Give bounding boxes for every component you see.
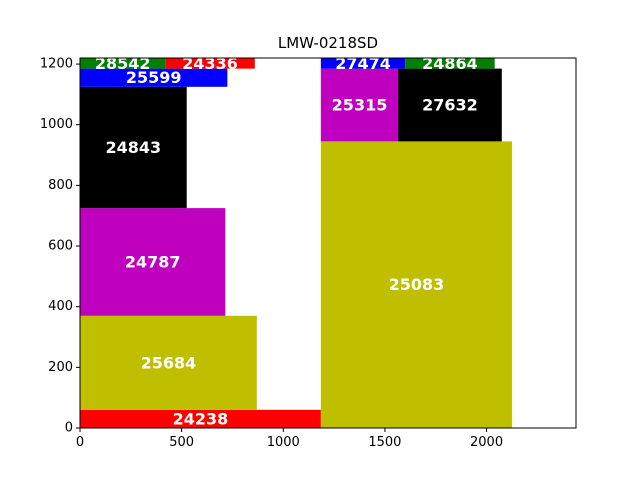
y-tick-label: 600 [48, 239, 73, 254]
piece-label-24238: 24238 [173, 409, 229, 428]
plot-frame [79, 57, 577, 429]
y-tick-label: 1000 [40, 117, 73, 132]
piece-rect-24238 [80, 409, 321, 428]
x-tick-label: 1500 [368, 435, 401, 450]
y-tick-label: 400 [48, 299, 73, 314]
x-axis: 0 500 1000 1500 2000 [76, 428, 503, 450]
piece-label-25599: 25599 [126, 68, 182, 87]
piece-label-24336: 24336 [182, 54, 238, 73]
piece-rect-25083 [320, 141, 512, 428]
chart-title: LMW-0218SD [278, 34, 378, 52]
piece-rect-24843 [80, 86, 187, 209]
y-tick-label: 0 [65, 421, 73, 436]
piece-label-24864: 24864 [422, 54, 478, 73]
piece-rect-25315 [320, 68, 399, 142]
y-tick-label: 1200 [40, 57, 73, 72]
x-tick-label: 0 [76, 435, 84, 450]
piece-rect-24336 [165, 58, 255, 69]
piece-label-25684: 25684 [141, 353, 197, 372]
piece-rect-24864 [405, 58, 495, 69]
piece-rect-25599 [80, 68, 228, 87]
x-tick-label: 2000 [470, 435, 503, 450]
piece-label-24787: 24787 [125, 252, 181, 271]
piece-label-27632: 27632 [422, 96, 478, 115]
piece-rect-24787 [80, 208, 226, 316]
piece-label-25315: 25315 [332, 96, 388, 115]
piece-label-27474: 27474 [335, 54, 391, 73]
y-tick-label: 200 [48, 360, 73, 375]
x-tick-label: 500 [169, 435, 194, 450]
piece-rect-27474 [320, 58, 406, 69]
piece-rect-27632 [398, 68, 502, 142]
x-tick-label: 1000 [267, 435, 300, 450]
y-axis: 0 200 400 600 800 1000 1200 [40, 57, 80, 436]
piece-rect-25684 [80, 315, 257, 410]
piece-label-25083: 25083 [389, 275, 445, 294]
piece-label-24843: 24843 [106, 138, 162, 157]
y-tick-label: 800 [48, 178, 73, 193]
piece-rect-28542 [80, 58, 166, 69]
piece-label-28542: 28542 [95, 54, 151, 73]
